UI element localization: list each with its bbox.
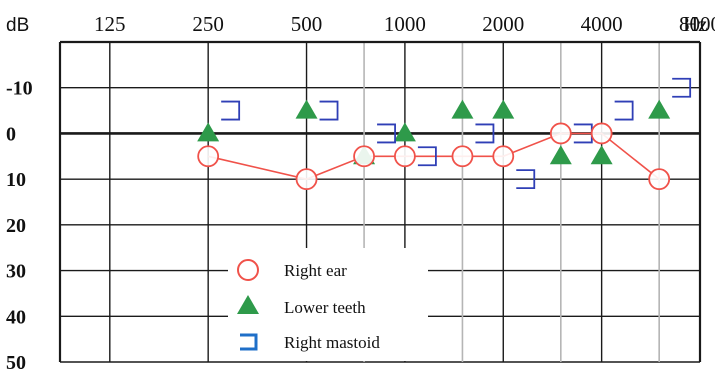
right-mastoid-marker [221, 100, 241, 121]
lower-teeth-marker [295, 99, 318, 119]
right-ear-marker [353, 145, 375, 168]
lower-teeth-marker [492, 99, 515, 119]
lower-teeth-marker [590, 145, 613, 165]
right-ear-marker [492, 145, 515, 168]
right-mastoid-marker [614, 100, 634, 121]
legend-item-right-ear: Right ear [237, 259, 347, 281]
right-ear-marker [549, 122, 572, 145]
lower-teeth-marker [648, 99, 671, 119]
right-ear-marker [295, 168, 318, 191]
legend-bracket-marker [240, 333, 258, 351]
x-tick-labels: 125 250 500 1000 2000 4000 8000 [94, 12, 715, 36]
y-tick-label: 10 [6, 169, 26, 191]
right-ear-marker [648, 168, 671, 191]
legend-circle-marker [237, 259, 259, 281]
right-mastoid-marker [319, 100, 339, 121]
y-tick-label: 30 [6, 261, 26, 283]
y-tick-label: 20 [6, 215, 26, 237]
x-tick-label: 1000 [384, 12, 426, 36]
right-ear-marker [451, 145, 474, 168]
right-mastoid-marker [672, 77, 692, 98]
x-tick-label: 8000 [679, 12, 715, 36]
right-ear-marker [394, 145, 416, 168]
right-ear-marker [197, 145, 220, 168]
lower-teeth-marker [549, 145, 572, 165]
x-tick-label: 250 [192, 12, 224, 36]
y-tick-label: 50 [6, 352, 26, 370]
right-ear-marker [590, 122, 613, 145]
lower-teeth-marker [393, 122, 416, 142]
x-unit-label: Hz [683, 12, 708, 36]
legend-label-lower-teeth: Lower teeth [284, 298, 366, 317]
right-mastoid-marker [417, 146, 437, 167]
y-tick-label: 0 [6, 123, 16, 145]
x-tick-label: 4000 [581, 12, 623, 36]
x-tick-label: 2000 [482, 12, 524, 36]
data-series [197, 77, 692, 191]
lower-teeth-marker [451, 99, 474, 119]
legend-box [228, 248, 428, 361]
right-mastoid-marker [516, 169, 536, 190]
x-tick-label: 500 [291, 12, 323, 36]
y-tick-labels: -10 0 10 20 30 40 50 [6, 78, 33, 370]
right-mastoid-marker [475, 123, 495, 144]
x-tick-label: 125 [94, 12, 126, 36]
y-unit-label: dB [6, 15, 29, 36]
legend-triangle-marker [237, 295, 259, 314]
legend-label-right-mastoid: Right mastoid [284, 333, 380, 352]
lower-teeth-marker [197, 122, 220, 142]
legend: Right ear Lower teeth Right mastoid [228, 248, 428, 361]
legend-item-lower-teeth: Lower teeth [237, 295, 366, 317]
y-tick-label: 40 [6, 306, 26, 328]
grid [60, 42, 701, 363]
y-tick-label: -10 [6, 78, 33, 100]
right-mastoid-marker [377, 123, 396, 144]
legend-item-right-mastoid: Right mastoid [240, 333, 380, 352]
legend-label-right-ear: Right ear [284, 261, 347, 280]
